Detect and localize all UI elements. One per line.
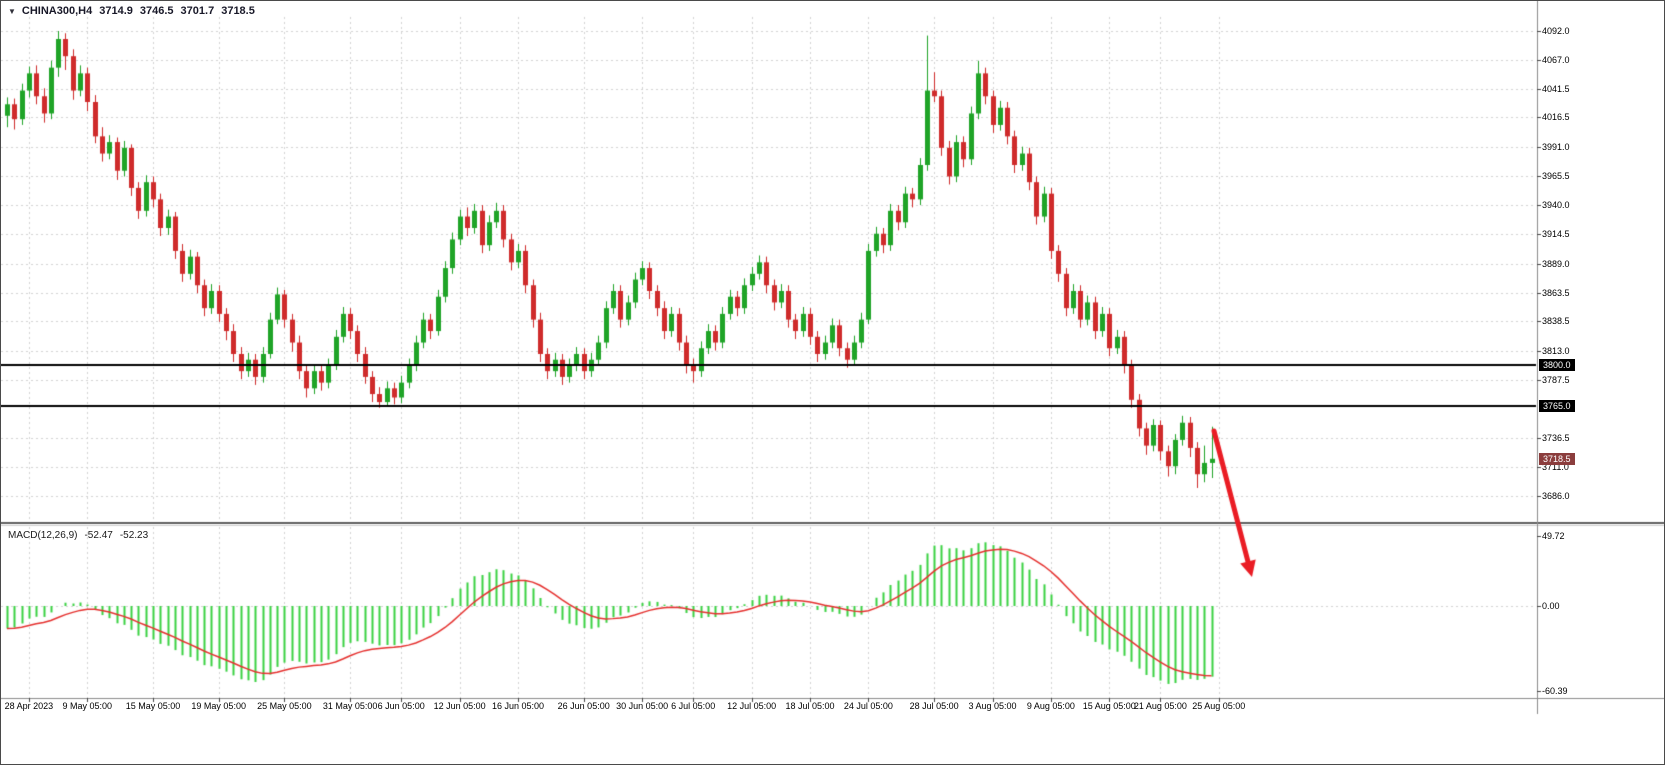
symbol-dropdown-icon[interactable]: ▼: [8, 6, 16, 16]
symbol-title: CHINA300,H4: [21, 5, 93, 17]
macd-signal-value: -52.23: [119, 530, 149, 541]
price-tick-label: 3686.0: [1542, 491, 1570, 501]
time-tick-label: 12 Jun 05:00: [433, 701, 486, 711]
macd-tick-label: 0.00: [1542, 600, 1560, 611]
time-tick-label: 28 Apr 2023: [4, 701, 54, 711]
macd-name: MACD(12,26,9): [8, 530, 78, 541]
ohlc-low: 3701.7: [180, 5, 215, 17]
time-tick-label: 30 Jun 05:00: [616, 701, 669, 711]
time-tick-label: 19 May 05:00: [191, 701, 246, 711]
price-tick-label: 3787.5: [1542, 374, 1570, 385]
time-tick-label: 28 Jul 05:00: [909, 701, 959, 711]
price-tick-label: 3965.5: [1542, 170, 1570, 181]
ohlc-high: 3746.5: [139, 5, 174, 17]
time-axis[interactable]: 28 Apr 2023 9 May 05:00 15 May 05:00 19 May…: [1, 699, 1537, 715]
price-tag: 3800.0: [1539, 359, 1575, 372]
macd-indicator-label: MACD(12,26,9) -52.47 -52.23: [8, 530, 148, 541]
price-tag: 3718.5: [1539, 452, 1575, 465]
time-tick-label: 16 Jun 05:00: [491, 701, 545, 711]
price-axis[interactable]: 4092.0 4067.0 4041.5 4016.5 3991.0 3965.5 3940…: [1538, 1, 1664, 714]
price-tick-label: 4092.0: [1542, 26, 1570, 36]
price-tick-label: 3736.5: [1542, 433, 1570, 444]
price-tick-label: 3838.5: [1542, 316, 1570, 327]
price-tick-label: 3940.0: [1542, 200, 1570, 211]
time-tick-label: 15 May 05:00: [125, 701, 181, 711]
symbol-header: ▼ CHINA300,H4 3714.9 3746.5 3701.7 3718.…: [8, 5, 255, 17]
macd-value: -52.47: [84, 530, 113, 541]
macd-tick-label: 49.72: [1542, 531, 1565, 541]
time-tick-label: 31 May 05:00: [322, 701, 378, 711]
time-tick-label: 6 Jun 05:00: [377, 701, 425, 711]
price-tick-label: 3863.5: [1542, 287, 1570, 298]
time-tick-label: 24 Jul 05:00: [843, 701, 893, 711]
price-tick-label: 4067.0: [1542, 54, 1570, 65]
price-tick-label: 3813.0: [1542, 345, 1570, 356]
time-tick-label: 18 Jul 05:00: [785, 701, 835, 711]
time-tick-label: 21 Aug 05:00: [1133, 701, 1187, 711]
price-tick-label: 4041.5: [1542, 83, 1570, 94]
time-tick-label: 3 Aug 05:00: [968, 701, 1017, 711]
time-tick-label: 9 May 05:00: [62, 701, 113, 711]
macd-tick-label: -60.39: [1542, 686, 1568, 696]
time-tick-label: 26 Jun 05:00: [557, 701, 610, 711]
time-tick-label: 25 May 05:00: [257, 701, 312, 711]
ohlc-open: 3714.9: [99, 5, 133, 17]
price-tick-label: 3889.0: [1542, 258, 1570, 269]
time-tick-label: 25 Aug 05:00: [1192, 701, 1246, 711]
price-tick-label: 3711.0: [1542, 462, 1569, 473]
time-tick-label: 12 Jul 05:00: [727, 701, 777, 711]
time-tick-label: 9 Aug 05:00: [1026, 701, 1075, 711]
time-tick-label: 15 Aug 05:00: [1082, 701, 1136, 711]
ohlc-close: 3718.5: [221, 5, 255, 17]
price-tick-label: 3991.0: [1542, 141, 1570, 152]
price-tick-label: 3914.5: [1542, 229, 1570, 240]
time-tick-label: 6 Jul 05:00: [671, 701, 716, 711]
price-tick-label: 4016.5: [1542, 112, 1570, 123]
price-tag: 3765.0: [1539, 399, 1575, 412]
